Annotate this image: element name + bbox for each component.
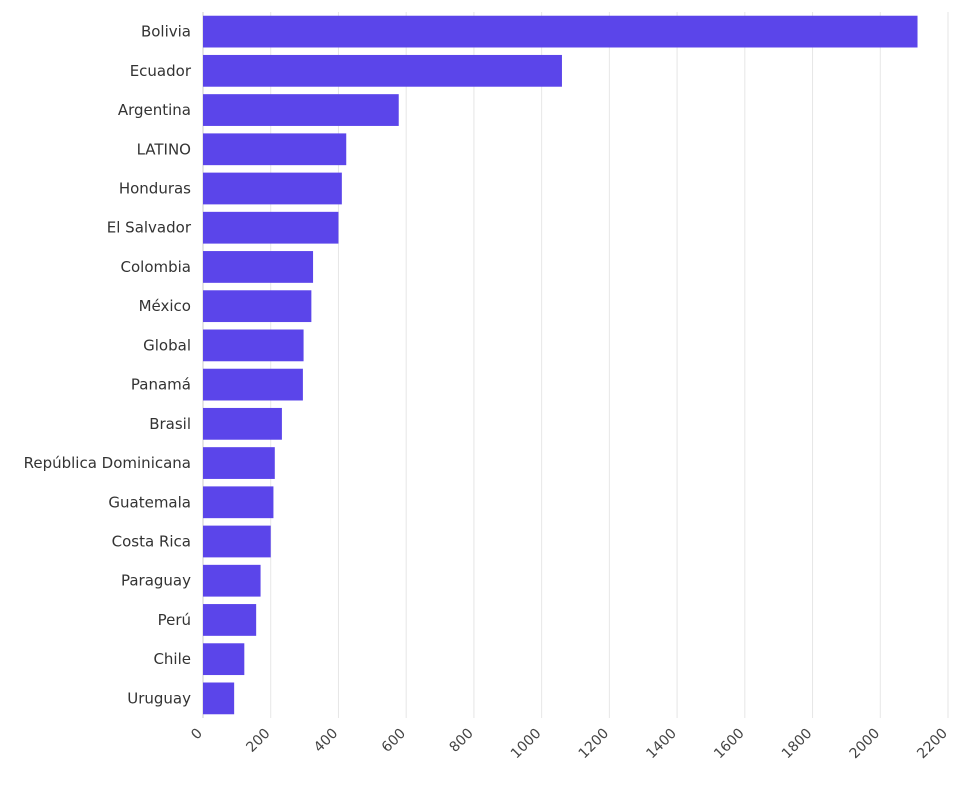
x-tick-label: 1000 xyxy=(508,726,545,763)
bar-rep-blica-dominicana[interactable] xyxy=(203,447,275,479)
category-label: Panamá xyxy=(131,376,191,394)
category-label: Colombia xyxy=(121,258,192,276)
x-tick-label: 1400 xyxy=(643,726,680,763)
category-label: Brasil xyxy=(149,415,191,433)
x-tick-label: 800 xyxy=(447,726,477,756)
x-tick-label: 1800 xyxy=(779,726,816,763)
bar-bolivia[interactable] xyxy=(203,15,918,48)
category-label: El Salvador xyxy=(107,219,192,237)
category-label: Uruguay xyxy=(127,689,191,707)
bars xyxy=(203,15,918,715)
bar-global[interactable] xyxy=(203,329,304,362)
bar-costa-rica[interactable] xyxy=(203,525,271,558)
bar-el-salvador[interactable] xyxy=(203,211,339,244)
x-tick-label: 200 xyxy=(243,726,273,756)
category-label: Global xyxy=(143,336,191,354)
bar-uruguay[interactable] xyxy=(203,682,235,715)
category-label: Ecuador xyxy=(130,62,192,80)
category-labels: Bolivia Ecuador Argentina LATINO Honduras El … xyxy=(24,23,192,708)
category-label: Honduras xyxy=(119,180,191,198)
bar-argentina[interactable] xyxy=(203,94,399,126)
category-label: Guatemala xyxy=(108,493,191,511)
category-label: Paraguay xyxy=(121,572,191,590)
category-label: Perú xyxy=(158,611,191,629)
category-label: Costa Rica xyxy=(112,533,191,551)
category-label: Bolivia xyxy=(141,23,191,41)
bar-honduras[interactable] xyxy=(203,172,342,205)
bar-guatemala[interactable] xyxy=(203,486,274,519)
bar-latino[interactable] xyxy=(203,133,347,166)
x-tick-label: 0 xyxy=(188,726,206,744)
x-tick-label: 2200 xyxy=(914,726,951,763)
x-tick-label: 1200 xyxy=(576,726,613,763)
bar-paraguay[interactable] xyxy=(203,564,261,597)
category-label: LATINO xyxy=(137,140,191,158)
gridlines xyxy=(202,12,949,718)
category-label: México xyxy=(139,297,191,315)
category-label: Chile xyxy=(153,650,191,668)
bar-chile[interactable] xyxy=(203,643,245,676)
bar-colombia[interactable] xyxy=(203,251,314,283)
x-tick-label: 600 xyxy=(379,726,409,756)
bar-ecuador[interactable] xyxy=(203,54,562,87)
bar-m-xico[interactable] xyxy=(203,290,312,323)
bar-panam-[interactable] xyxy=(203,368,303,401)
category-label: Argentina xyxy=(118,101,191,119)
x-tick-label: 2000 xyxy=(847,726,884,763)
category-label: República Dominicana xyxy=(24,454,191,472)
x-tick-label: 1600 xyxy=(711,726,748,763)
bar-per-[interactable] xyxy=(203,604,257,636)
x-tick-label: 400 xyxy=(311,726,341,756)
x-axis-ticks: 0 200 400 600 800 1000 1200 1400 1600 1800 2000 220… xyxy=(188,726,951,763)
bar-brasil[interactable] xyxy=(203,407,282,440)
